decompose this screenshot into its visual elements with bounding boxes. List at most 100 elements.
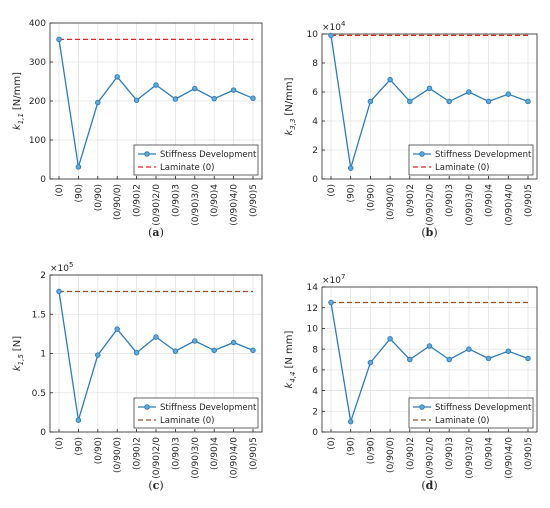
y-tick-label: 200 [29, 97, 46, 107]
y-tick-label: 4 [312, 117, 318, 127]
legend-stiffness-marker [144, 404, 150, 410]
x-tick-label: (0/90)2 [406, 184, 416, 217]
chart-panel-b: 0 2 4 6 8 10 (0) (90) (0/90) (0/90/0) (0/90)2 (0/90… [284, 20, 538, 239]
y-axis-subscript: 1,5 [17, 354, 25, 366]
y-tick-label: 0 [40, 175, 46, 185]
x-tick-label: (0/90)4 [485, 437, 495, 470]
y-tick-label: 2 [312, 146, 318, 156]
x-tick-label: (0/90)2/0 [152, 184, 162, 226]
y-axis-subscript: 3,3 [289, 119, 297, 130]
stiffness-point [75, 164, 82, 170]
y-tick-label: 0 [40, 428, 46, 438]
x-tick-label: (0/90)5 [524, 437, 534, 470]
stiffness-point [525, 98, 531, 105]
stiffness-point [485, 355, 492, 362]
stiffness-point [426, 343, 433, 349]
stiffness-point [114, 326, 120, 332]
exponent-value: 5 [69, 261, 73, 269]
legend-box [408, 144, 534, 176]
stiffness-point [114, 74, 120, 80]
y-axis-unit: [N] [12, 336, 23, 351]
legend-stiffness-marker [419, 404, 425, 410]
stiffness-point [230, 339, 237, 346]
stiffness-point [153, 82, 159, 88]
legend-stiffness-label: Stiffness Development [160, 403, 257, 413]
x-tick-label: (0/90) [366, 184, 376, 211]
x-tick-label: (0/90)3/0 [191, 437, 201, 479]
y-axis-symbol: k [284, 129, 295, 136]
stiffness-point [367, 98, 374, 105]
y-tick-label: 2 [312, 407, 318, 417]
x-tick-label: (0/90)5 [249, 437, 259, 470]
x-tick-label: (0/90/0) [113, 437, 123, 473]
chart-panel-a: 0 100 200 300 400 (0) (90) (0/90) (0/90/0) (0/90)… [12, 19, 263, 239]
x-tick-label: (0/90)5 [249, 184, 259, 217]
y-tick-label: 2 [40, 271, 46, 281]
x-tick-label: (0/90/0) [113, 184, 123, 220]
panel-caption: (b) [421, 226, 437, 239]
legend-stiffness-label: Stiffness Development [435, 150, 532, 160]
x-tick-label: (0/90)5 [524, 184, 534, 217]
stiffness-point [446, 356, 452, 363]
y-axis-unit: [N/mm] [12, 72, 23, 110]
x-tick-label: (0/90)2/0 [426, 184, 436, 226]
x-tick-label: (0) [55, 184, 65, 197]
x-tick-label: (0) [55, 437, 65, 450]
y-tick-label: 6 [312, 88, 318, 98]
y-axis-label: k4,4 [N mm] [284, 330, 297, 388]
legend-stiffness-marker [419, 151, 425, 157]
y-axis-unit: [N/mm] [284, 77, 295, 115]
stiffness-point [407, 356, 413, 363]
stiffness-point [387, 76, 393, 83]
x-tick-label: (0/90) [94, 184, 104, 211]
stiffness-point [56, 288, 62, 295]
x-tick-label: (0/90)3/0 [465, 184, 475, 226]
panel-caption-letter: c [153, 479, 160, 492]
exponent-value: 7 [341, 273, 345, 281]
stiffness-point [230, 87, 237, 93]
panel-caption: (c) [148, 479, 163, 492]
x-tick-label: (90) [347, 437, 357, 455]
stiffness-point [505, 91, 512, 97]
stiffness-point [525, 355, 531, 362]
stiffness-point [75, 417, 82, 423]
stiffness-point [347, 165, 354, 171]
x-tick-label: (0/90)3/0 [465, 437, 475, 479]
stiffness-point [172, 348, 179, 354]
x-tick-label: (0/90)2 [406, 437, 416, 470]
x-tick-label: (0/90)4/0 [504, 184, 514, 226]
y-exponent-label: ×104 [322, 20, 346, 33]
y-tick-label: 0 [312, 175, 318, 185]
y-tick-label: 0 [312, 428, 318, 438]
stiffness-point [407, 98, 413, 105]
x-tick-label: (0/90)3 [445, 437, 455, 470]
x-tick-label: (0/90)3/0 [191, 184, 201, 226]
y-tick-label: 300 [29, 58, 46, 68]
x-tick-label: (0/90) [366, 437, 376, 464]
stiffness-point [172, 96, 179, 102]
stiffness-point [485, 98, 492, 105]
x-tick-label: (0/90)3 [445, 184, 455, 217]
stiffness-point [387, 336, 393, 342]
stiffness-point [367, 359, 374, 366]
stiffness-point [347, 418, 354, 425]
stiffness-point [328, 32, 334, 39]
stiffness-point [426, 85, 433, 92]
y-axis-unit: [N mm] [284, 330, 295, 368]
y-tick-label: 0.5 [32, 389, 46, 399]
x-tick-label: (0/90)4/0 [230, 184, 240, 226]
y-tick-label: 400 [29, 19, 46, 29]
x-tick-label: (90) [74, 184, 84, 202]
stiffness-point [328, 299, 334, 306]
stiffness-point [250, 347, 256, 354]
legend-box [408, 397, 534, 429]
y-tick-label: 10 [307, 325, 319, 335]
legend-laminate-label: Laminate (0) [435, 416, 490, 426]
panel-caption: (d) [421, 479, 437, 492]
stiffness-point [446, 98, 452, 105]
stiffness-point [466, 346, 472, 352]
x-tick-label: (0/90) [94, 437, 104, 464]
x-tick-label: (0/90)3 [171, 437, 181, 470]
x-tick-label: (0/90)3 [171, 184, 181, 217]
